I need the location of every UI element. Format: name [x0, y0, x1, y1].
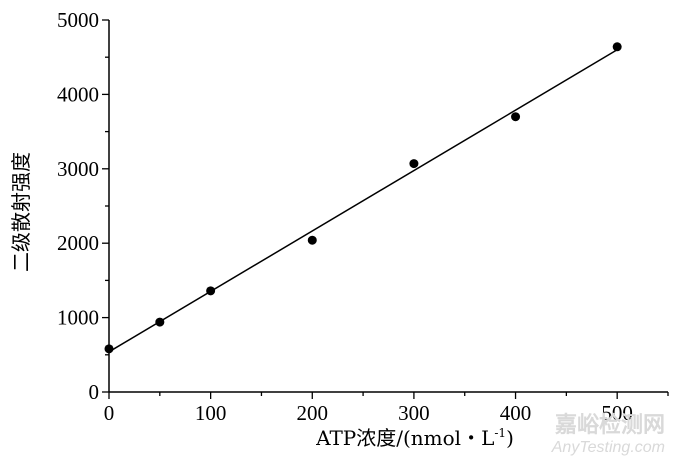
- data-point: [409, 159, 419, 169]
- x-tick-label: 400: [500, 401, 532, 425]
- y-tick-labels: 0 1000 2000 3000 4000 5000: [57, 8, 99, 404]
- watermark-cn: 嘉峪检测网: [555, 412, 665, 438]
- fit-line: [108, 49, 618, 353]
- x-tick-label: 0: [104, 401, 115, 425]
- x-tick-label: 200: [297, 401, 329, 425]
- data-point: [307, 235, 317, 245]
- data-points: [104, 42, 622, 354]
- x-axis-title-main: ATP浓度/(nmol・L: [315, 426, 494, 450]
- watermark-en: AnyTesting.com: [551, 439, 665, 456]
- y-axis-title: 二级散射强度: [9, 152, 33, 272]
- y-tick-label: 1000: [57, 306, 99, 330]
- data-point: [612, 42, 622, 52]
- x-axis-title: ATP浓度/(nmol・L-1): [315, 426, 514, 450]
- data-point: [104, 344, 114, 354]
- x-tick-label: 500: [601, 401, 633, 425]
- y-tick-label: 4000: [57, 82, 99, 106]
- x-ticks: [108, 392, 669, 399]
- data-point: [155, 317, 165, 327]
- y-tick-label: 5000: [57, 8, 99, 32]
- y-ticks: [102, 19, 109, 393]
- x-tick-labels: 0 100 200 300 400 500: [104, 401, 633, 425]
- data-point: [206, 286, 216, 296]
- x-axis-title-sup: -1: [494, 426, 506, 440]
- y-tick-label: 3000: [57, 157, 99, 181]
- x-tick-label: 300: [398, 401, 430, 425]
- y-tick-label: 2000: [57, 231, 99, 255]
- x-tick-label: 100: [195, 401, 227, 425]
- y-tick-label: 0: [89, 380, 100, 404]
- x-axis-title-end: ): [506, 426, 514, 450]
- data-point: [511, 112, 521, 122]
